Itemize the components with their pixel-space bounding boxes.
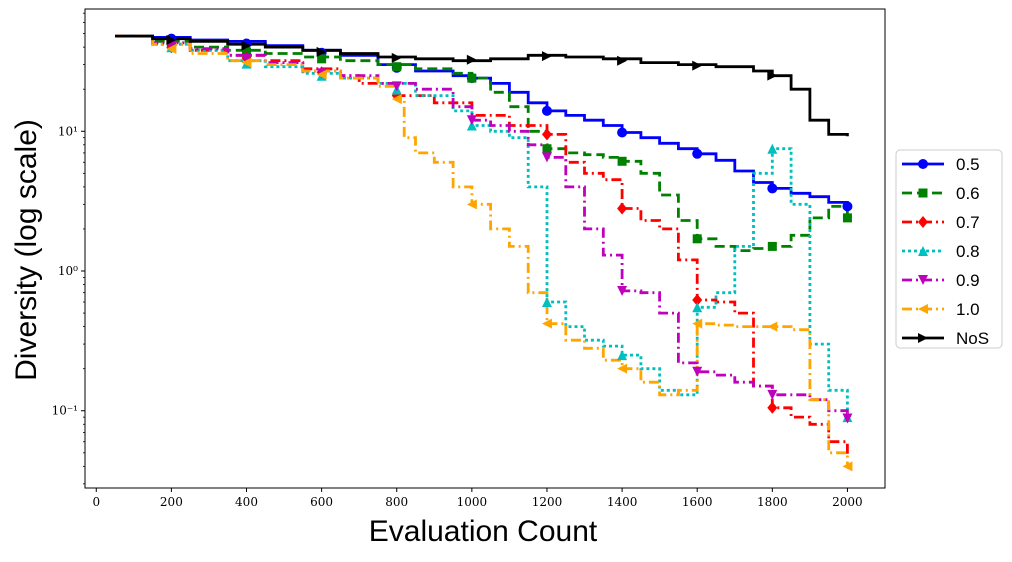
data-point-0-8 bbox=[617, 350, 628, 361]
data-point-0-8 bbox=[541, 297, 552, 308]
data-point-0-9 bbox=[541, 152, 552, 163]
series-line-0-8 bbox=[115, 34, 849, 418]
data-point-0-9 bbox=[767, 389, 778, 400]
legend: 0.5 0.6 0.7 0.8 0.9 1.0 NoS bbox=[895, 149, 1003, 349]
data-point-nos bbox=[617, 55, 628, 66]
x-tick-label: 2000 bbox=[832, 495, 863, 509]
data-point-0-6 bbox=[617, 156, 627, 166]
data-point-nos bbox=[316, 46, 327, 57]
x-tick-label: 600 bbox=[310, 495, 333, 509]
data-point-0-8 bbox=[767, 143, 778, 154]
data-point-nos bbox=[767, 70, 778, 81]
data-point-nos bbox=[692, 60, 703, 71]
data-point-0-5 bbox=[842, 201, 853, 212]
x-tick-label: 1600 bbox=[682, 495, 713, 509]
data-point-0-8 bbox=[466, 120, 477, 131]
legend-label-0-8: 0.8 bbox=[956, 242, 980, 261]
legend-marker-0-8 bbox=[918, 246, 928, 256]
legend-label-0-6: 0.6 bbox=[956, 184, 980, 203]
data-point-0-7 bbox=[541, 128, 552, 141]
x-tick-label: 0 bbox=[92, 495, 100, 509]
legend-marker-0-7 bbox=[918, 216, 928, 228]
y-axis-label: Diversity (log scale) bbox=[10, 119, 43, 381]
legend-label-0-5: 0.5 bbox=[956, 155, 980, 174]
data-point-0-6 bbox=[767, 241, 777, 251]
legend-marker-0-5 bbox=[918, 159, 928, 169]
x-tick-label: 1200 bbox=[532, 495, 563, 509]
data-point-0-9 bbox=[391, 81, 402, 92]
series-line-nos bbox=[115, 34, 849, 137]
data-point-1-0 bbox=[316, 69, 327, 80]
legend-marker-nos bbox=[918, 333, 928, 343]
data-point-0-8 bbox=[692, 302, 703, 313]
data-point-0-5 bbox=[541, 105, 552, 116]
x-axis-label: Evaluation Count bbox=[369, 515, 598, 548]
data-point-0-5 bbox=[617, 127, 628, 138]
data-point-0-5 bbox=[692, 148, 703, 159]
legend-box bbox=[895, 149, 1003, 349]
data-point-nos bbox=[391, 52, 402, 63]
data-point-0-9 bbox=[241, 53, 252, 64]
y-tick-label: 10⁰ bbox=[58, 264, 78, 278]
legend-marker-0-6 bbox=[918, 188, 928, 198]
y-axis-ticks: 10⁻¹ 10⁰ 10¹ bbox=[52, 12, 85, 485]
legend-marker-0-9 bbox=[918, 275, 928, 285]
data-point-0-6 bbox=[692, 234, 702, 244]
series-line-0-9 bbox=[115, 34, 849, 419]
data-point-1-0 bbox=[541, 318, 552, 329]
y-tick-label: 10¹ bbox=[58, 124, 78, 138]
data-point-1-0 bbox=[767, 321, 778, 332]
series-line-1-0 bbox=[115, 34, 849, 467]
data-point-1-0 bbox=[166, 43, 177, 54]
data-point-1-0 bbox=[842, 461, 853, 472]
data-point-0-6 bbox=[317, 54, 327, 64]
data-point-1-0 bbox=[391, 94, 402, 105]
data-point-0-9 bbox=[466, 115, 477, 126]
x-tick-label: 800 bbox=[385, 495, 408, 509]
marker-layer bbox=[166, 33, 853, 472]
plot-frame bbox=[84, 8, 886, 489]
data-point-0-6 bbox=[542, 144, 552, 154]
legend-label-0-9: 0.9 bbox=[956, 271, 980, 290]
x-tick-label: 1000 bbox=[457, 495, 488, 509]
data-point-nos bbox=[241, 40, 252, 51]
data-point-1-0 bbox=[617, 363, 628, 374]
data-point-0-7 bbox=[617, 202, 628, 215]
data-point-0-6 bbox=[467, 73, 477, 83]
x-tick-label: 400 bbox=[235, 495, 258, 509]
x-tick-label: 1800 bbox=[757, 495, 788, 509]
data-point-1-0 bbox=[466, 199, 477, 210]
data-point-0-6 bbox=[842, 213, 852, 223]
y-tick-label: 10⁻¹ bbox=[52, 404, 78, 418]
data-point-0-6 bbox=[392, 62, 402, 72]
data-point-0-9 bbox=[692, 366, 703, 377]
data-point-nos bbox=[466, 54, 477, 65]
series-layer bbox=[115, 34, 849, 467]
legend-label-nos: NoS bbox=[956, 329, 989, 348]
legend-label-0-7: 0.7 bbox=[956, 213, 980, 232]
data-point-0-9 bbox=[617, 285, 628, 296]
series-line-0-6 bbox=[115, 34, 849, 252]
data-point-1-0 bbox=[692, 318, 703, 329]
data-point-0-6 bbox=[242, 47, 252, 57]
data-point-0-5 bbox=[767, 183, 778, 194]
x-axis-ticks: 0 200 400 600 800 1000 1200 1400 1600 1800 2000 bbox=[92, 488, 863, 509]
legend-label-1-0: 1.0 bbox=[956, 300, 980, 319]
data-point-1-0 bbox=[241, 57, 252, 68]
data-point-0-7 bbox=[767, 401, 778, 414]
x-tick-label: 200 bbox=[160, 495, 183, 509]
x-tick-label: 1400 bbox=[607, 495, 638, 509]
data-point-0-7 bbox=[692, 294, 703, 307]
legend-marker-1-0 bbox=[918, 304, 928, 314]
data-point-nos bbox=[166, 35, 177, 46]
data-point-0-9 bbox=[842, 413, 853, 424]
data-point-nos bbox=[541, 51, 552, 62]
